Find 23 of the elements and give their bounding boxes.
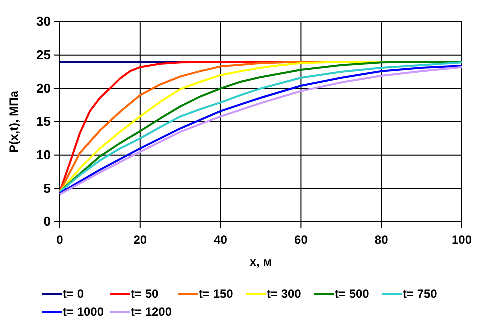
legend-label: t= 750 [403, 287, 438, 301]
y-axis-title: P(x,t), МПа [7, 90, 21, 153]
x-tick-label: 40 [214, 233, 228, 248]
x-axis-title: x, м [250, 255, 272, 269]
y-tick-label: 15 [36, 114, 51, 130]
legend-label: t= 300 [267, 287, 302, 301]
legend-label: t= 1200 [131, 305, 172, 319]
x-tick-label: 100 [452, 233, 472, 248]
legend-label: t= 150 [199, 287, 234, 301]
y-tick-label: 30 [36, 14, 51, 30]
y-tick-label: 25 [36, 47, 51, 62]
x-tick-label: 20 [134, 233, 148, 248]
x-tick-label: 0 [56, 233, 64, 248]
x-tick-label: 60 [294, 233, 308, 248]
legend-label: t= 0 [63, 287, 84, 301]
x-tick-label: 80 [374, 233, 389, 248]
y-tick-label: 5 [44, 180, 51, 196]
y-tick-label: 20 [36, 80, 51, 96]
y-tick-label: 0 [44, 214, 51, 230]
legend-label: t= 1000 [63, 305, 104, 319]
legend-label: t= 500 [335, 287, 370, 301]
y-tick-label: 10 [36, 147, 51, 162]
legend-label: t= 50 [131, 287, 160, 301]
